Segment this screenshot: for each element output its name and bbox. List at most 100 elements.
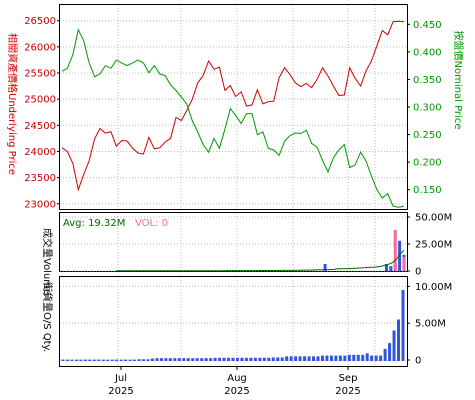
osqty-bar (365, 353, 369, 361)
osqty-bar (320, 355, 324, 361)
osqty-bar (383, 348, 387, 361)
osqty-bar (244, 357, 248, 361)
osqty-bar (267, 357, 271, 361)
osqty-bar (159, 358, 163, 361)
volume-bar-down (402, 256, 406, 271)
x-year-label: 2025 (335, 386, 360, 397)
right-tick-label: 0.300 (413, 103, 442, 114)
left-tick-label: 26500 (24, 16, 56, 27)
osqty-axis-label: 街貨量O/S Qty. (41, 282, 54, 352)
osqty-bar (79, 359, 83, 361)
nominal-price-series (61, 28, 405, 208)
volume-average-line (116, 249, 405, 272)
osqty-tick-label: 10.00M (415, 282, 452, 293)
osqty-bar (235, 357, 239, 361)
left-tick-label: 25500 (24, 69, 56, 80)
left-tick-label: 23000 (24, 199, 56, 210)
osqty-bar (253, 357, 257, 361)
right-tick-label: 0.450 (413, 20, 442, 31)
osqty-bar (168, 358, 172, 361)
osqty-bar (200, 358, 204, 361)
osqty-tick-label: 5.00M (415, 319, 446, 330)
osqty-bar (392, 330, 396, 361)
osqty-bar (298, 356, 302, 361)
osqty-bar (70, 359, 74, 361)
volume-bar (323, 263, 327, 271)
price-panel-frame (59, 4, 408, 210)
osqty-bar (289, 356, 293, 361)
x-year-label: 2025 (224, 386, 249, 397)
osqty-bar (338, 355, 342, 361)
right-tick-label: 0.200 (413, 158, 442, 169)
volume-bars (323, 229, 406, 271)
osqty-bar (249, 357, 253, 361)
osqty-bar (146, 359, 150, 361)
osqty-bar (276, 357, 280, 361)
osqty-bar (222, 357, 226, 361)
osqty-bar (137, 359, 141, 361)
osqty-bar (88, 359, 92, 361)
osqty-bar (115, 359, 119, 361)
right-tick-label: 0.400 (413, 47, 442, 58)
osqty-bar (74, 359, 78, 361)
osqty-bar (204, 358, 208, 361)
osqty-bar (361, 354, 365, 361)
osqty-bar (370, 355, 374, 361)
x-axis-labels: Jul 2025 Aug 2025 Sep 2025 (108, 366, 361, 397)
osqty-bar (164, 358, 168, 361)
osqty-bar (119, 359, 123, 361)
left-axis-ticks: 26500 26000 25500 25000 24500 24000 23500 23000 (24, 16, 60, 210)
x-year-label: 2025 (108, 386, 133, 397)
right-axis-ticks: 0.450 0.400 0.350 0.300 0.250 0.200 0.150 (407, 20, 442, 196)
osqty-bar (133, 359, 137, 361)
osqty-bar (106, 359, 110, 361)
osqty-bar (347, 354, 351, 361)
osqty-bar (213, 357, 217, 361)
x-month-label: Jul (114, 373, 127, 384)
underlying-price-series (61, 20, 405, 192)
nominal-price-axis-label: 按盤價Nominal Price (452, 31, 465, 130)
osqty-bar (142, 359, 146, 361)
osqty-bars (61, 290, 405, 361)
left-tick-label: 25000 (24, 95, 56, 106)
osqty-bar (258, 357, 262, 361)
osqty-bar (124, 359, 128, 361)
osqty-bar (155, 358, 159, 361)
osqty-bar (374, 355, 378, 361)
osqty-bar (316, 356, 320, 361)
osqty-bar (97, 359, 101, 361)
osqty-bar (110, 359, 114, 361)
osqty-bar (334, 355, 338, 361)
volume-axis-label: 成交量Volume (41, 228, 54, 295)
osqty-bar (401, 290, 405, 361)
osqty-bar (303, 356, 307, 361)
osqty-bar (312, 356, 316, 361)
volume-bar (398, 240, 402, 271)
volume-bar (389, 266, 393, 271)
volume-tick-label: 25.00M (415, 240, 452, 251)
osqty-bar (173, 358, 177, 361)
osqty-panel-frame (59, 276, 408, 367)
osqty-bar (280, 357, 284, 361)
osqty-bar (101, 359, 105, 361)
underlying-price-axis-label: 相關資產價格Underlying Price (6, 33, 19, 175)
osqty-bar (388, 343, 392, 361)
osqty-bar (195, 358, 199, 361)
left-tick-label: 23500 (24, 173, 56, 184)
volume-vol-legend: VOL: 0 (135, 218, 168, 229)
osqty-bar (294, 356, 298, 361)
osqty-bar (177, 358, 181, 361)
osqty-tick-label: 0 (415, 356, 421, 367)
osqty-bar (182, 358, 186, 361)
osqty-bar (65, 359, 69, 361)
osqty-bar (61, 359, 65, 361)
osqty-bar (227, 357, 231, 361)
osqty-bar (307, 356, 311, 361)
osqty-bar (218, 357, 222, 361)
osqty-bar (191, 358, 195, 361)
osqty-bar (231, 357, 235, 361)
right-tick-label: 0.350 (413, 75, 442, 86)
osqty-bar (379, 355, 383, 361)
osqty-bar (150, 358, 154, 361)
